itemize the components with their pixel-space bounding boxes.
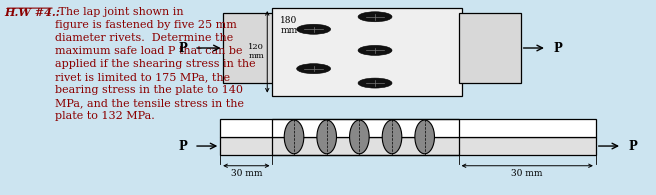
Circle shape [358, 45, 392, 55]
Text: 30 mm: 30 mm [231, 169, 262, 178]
Text: The lap joint shown in
figure is fastened by five 25 mm
diameter rivets.  Determ: The lap joint shown in figure is fastene… [55, 7, 256, 121]
Text: 180
mm: 180 mm [280, 16, 298, 35]
Text: 120
mm: 120 mm [248, 43, 264, 60]
Bar [272, 8, 462, 96]
Bar [224, 13, 274, 83]
Ellipse shape [317, 120, 337, 154]
Bar [459, 13, 521, 83]
Text: P: P [554, 42, 562, 55]
Circle shape [358, 12, 392, 22]
Text: P: P [628, 140, 637, 152]
Bar [220, 137, 596, 155]
Ellipse shape [284, 120, 304, 154]
Bar [272, 119, 459, 155]
Text: P: P [179, 42, 188, 55]
Bar [220, 119, 596, 137]
Circle shape [297, 24, 331, 34]
Text: P: P [179, 140, 188, 152]
Ellipse shape [415, 120, 434, 154]
Circle shape [358, 78, 392, 88]
Text: 30 mm: 30 mm [512, 169, 543, 178]
Ellipse shape [350, 120, 369, 154]
Ellipse shape [382, 120, 402, 154]
Circle shape [297, 64, 331, 74]
Text: H.W #4.:: H.W #4.: [5, 7, 60, 18]
